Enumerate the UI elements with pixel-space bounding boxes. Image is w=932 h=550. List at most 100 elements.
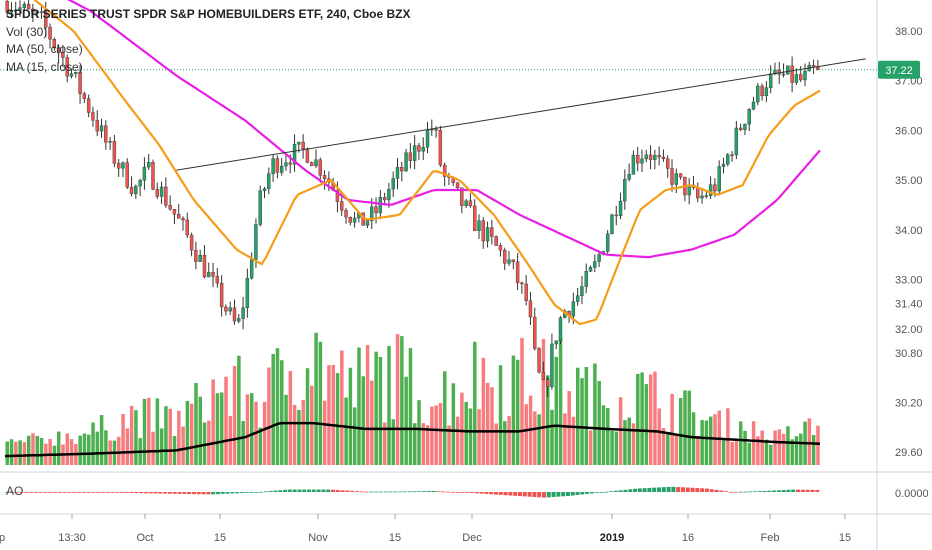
volume-bar (520, 337, 524, 465)
volume-bar (39, 438, 44, 465)
ao-bar (316, 489, 321, 492)
ao-bar (230, 492, 235, 494)
ao-bar (738, 491, 743, 493)
candle-body (571, 301, 576, 317)
ao-bar (455, 492, 460, 493)
legend-ma15[interactable]: MA (15, close) (6, 59, 83, 74)
volume-bar (618, 397, 623, 465)
candle-body (631, 154, 636, 175)
ao-bar (177, 492, 182, 494)
candle-body (545, 379, 550, 387)
ao-bar (263, 491, 268, 493)
ao-bar (76, 492, 81, 493)
volume-bar (747, 442, 752, 465)
candle-body (584, 271, 588, 287)
candle-body (442, 164, 447, 177)
volume-bar (14, 441, 18, 465)
volume-bar (563, 413, 567, 465)
ao-bar (652, 487, 657, 492)
candlesticks[interactable] (5, 0, 820, 397)
candle-body (284, 162, 288, 167)
candle-body (541, 371, 546, 380)
ao-bar (91, 492, 96, 493)
candle-body (279, 165, 284, 173)
candle-body (189, 234, 194, 251)
price-axis[interactable]: 38.0037.0036.0035.0034.0033.0032.0031.40… (895, 26, 929, 500)
candle-body (322, 175, 327, 180)
candle-body (678, 173, 683, 178)
ao-bar (244, 492, 249, 493)
candle-body (86, 98, 91, 113)
volume-bar (327, 365, 331, 465)
candle-body (477, 220, 481, 231)
volume-bar (288, 370, 293, 465)
ao-bar (724, 491, 729, 493)
ao-bar (642, 488, 647, 492)
volume-bar (670, 393, 674, 465)
volume-bar (129, 405, 134, 465)
ao-bar (28, 492, 33, 493)
volume-bar (678, 398, 683, 465)
candle-body (520, 282, 524, 285)
ao-bar (57, 492, 62, 493)
volume-bar (382, 422, 387, 465)
volume-bar (584, 367, 589, 465)
candle-body (464, 200, 468, 206)
ao-bar (465, 492, 470, 493)
volume-bar (370, 380, 374, 465)
volume-bar (756, 436, 760, 465)
ao-bar (206, 492, 211, 495)
time-tick-label: 15 (214, 532, 226, 544)
volume-bar (207, 420, 211, 465)
legend-volume[interactable]: Vol (30) (6, 24, 48, 39)
price-tick-label: 34.00 (895, 225, 923, 237)
candle-body (262, 188, 267, 192)
ao-bar (398, 491, 403, 493)
ao-bar (805, 489, 810, 492)
volume-bar (69, 439, 74, 465)
symbol-title[interactable]: SPDR SERIES TRUST SPDR S&P HOMEBUILDERS … (6, 7, 411, 21)
volume-bar (224, 376, 228, 465)
ao-bar (628, 489, 633, 492)
volume-bar (434, 405, 438, 465)
volume-bar (606, 407, 610, 465)
trendline[interactable] (176, 58, 866, 171)
volume-bar (267, 367, 271, 465)
ao-bar (249, 492, 254, 493)
volume-bar (567, 391, 571, 465)
candle-body (648, 154, 653, 160)
ao-label[interactable]: AO (6, 484, 24, 498)
ao-bar (728, 491, 733, 493)
candle-body (588, 267, 593, 272)
ao-bar (9, 492, 14, 493)
ao-bar (700, 488, 705, 492)
candle-body (455, 182, 460, 189)
volume-bar (503, 421, 507, 465)
volume-bar (545, 375, 550, 465)
ao-bar (474, 492, 479, 494)
volume-bar (357, 347, 361, 465)
volume-bar (318, 341, 323, 465)
volume-bars (5, 332, 820, 465)
volume-bar (344, 397, 348, 465)
candle-body (219, 282, 224, 308)
volume-bar (292, 404, 297, 465)
ao-bar (196, 492, 201, 495)
ao-bar (172, 492, 177, 494)
candle-body (69, 73, 74, 77)
legend-ma50[interactable]: MA (50, close) (6, 42, 83, 56)
volume-bar (734, 441, 739, 465)
volume-bar (142, 398, 147, 465)
volume-bar (477, 409, 481, 465)
ao-bar (786, 489, 791, 492)
volume-bar (541, 338, 546, 465)
volume-bar (610, 430, 614, 465)
ma15-line[interactable] (5, 0, 821, 326)
price-tick-label: 36.00 (895, 125, 923, 137)
trendline-segment (176, 58, 866, 171)
price-tick-label: 33.00 (895, 275, 923, 287)
volume-bar (65, 433, 70, 465)
ao-bar (14, 492, 19, 493)
time-axis[interactable]: ep 13:30 Oct 15 Nov 15 Dec 2019 16 Feb 15 (0, 514, 851, 544)
